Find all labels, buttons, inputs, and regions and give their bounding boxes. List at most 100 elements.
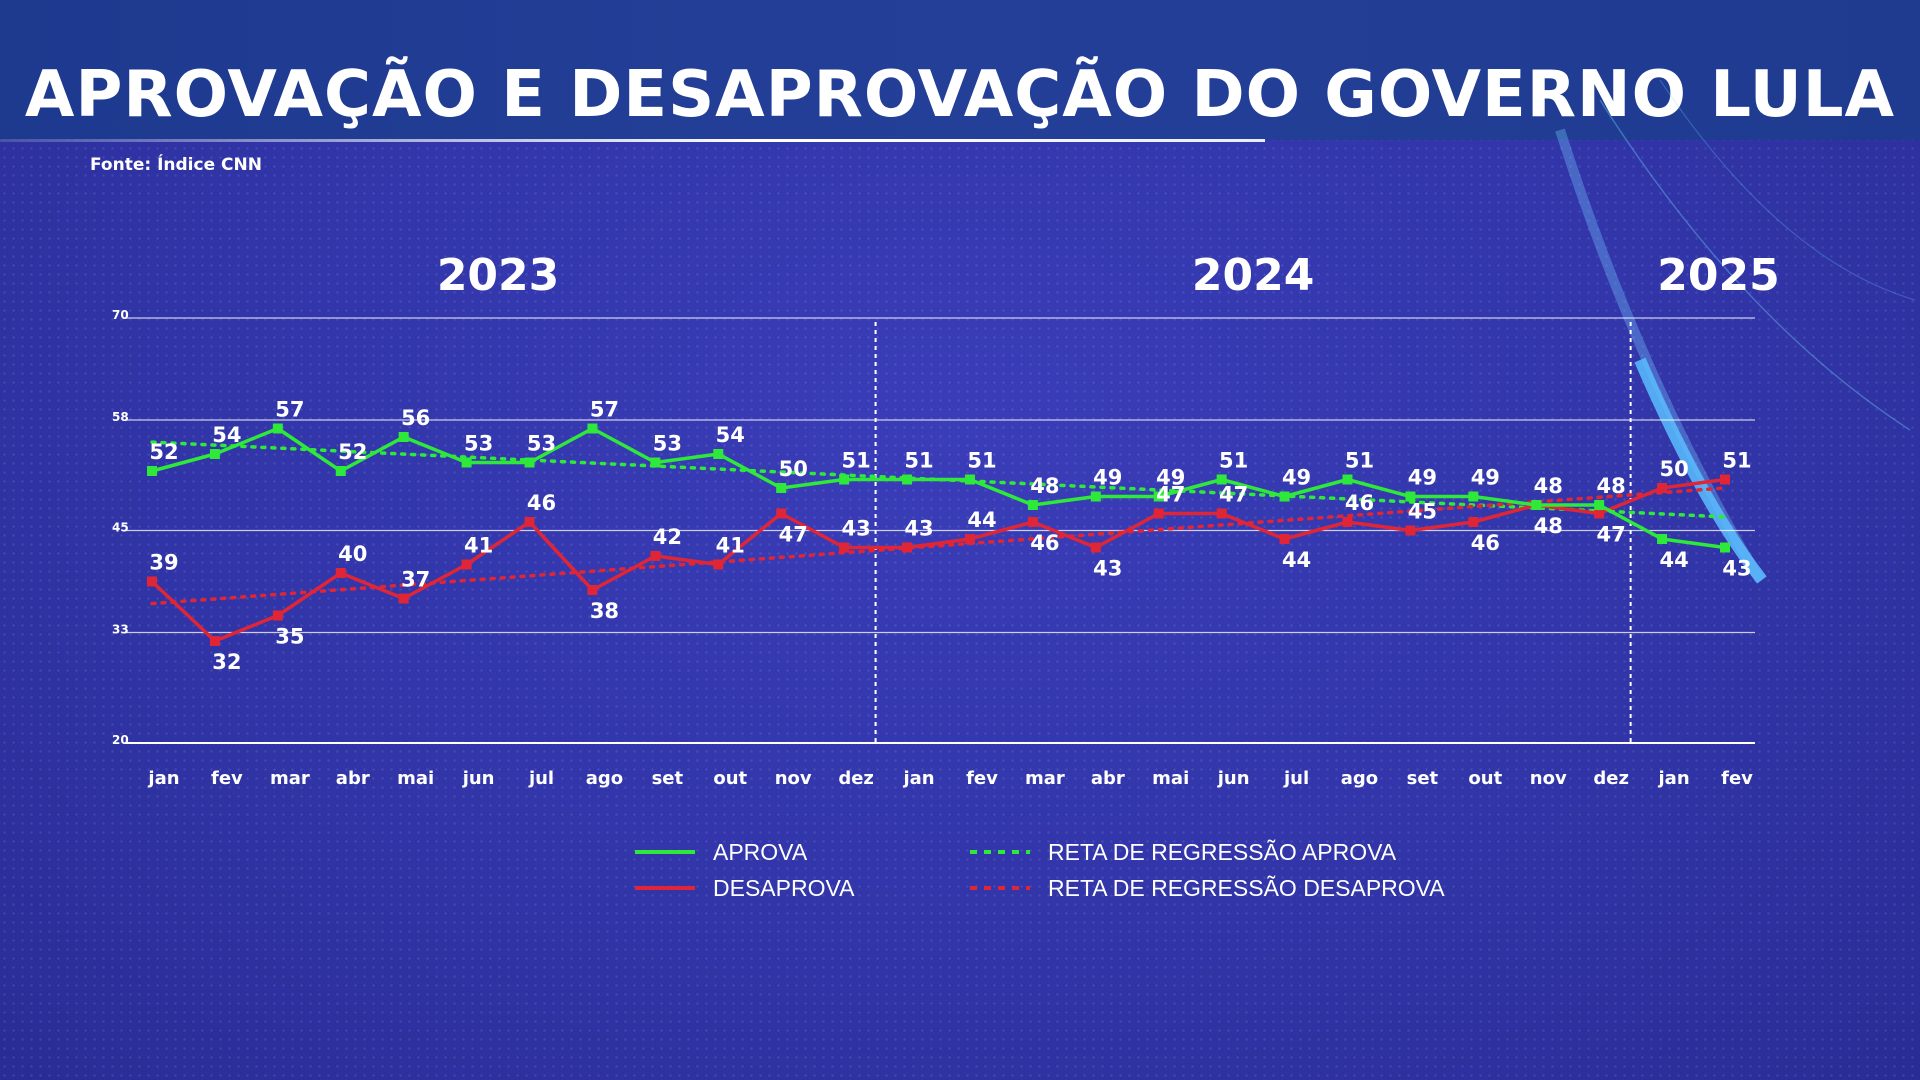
series-line-aprova bbox=[151, 426, 1726, 550]
data-label-desaprova: 44 bbox=[967, 508, 996, 532]
decorative-arcs bbox=[1555, 79, 1916, 584]
point-desaprova bbox=[650, 551, 661, 561]
data-label-desaprova: 46 bbox=[1471, 531, 1500, 555]
point-desaprova bbox=[1720, 474, 1730, 485]
data-label-aprova: 51 bbox=[1219, 449, 1248, 473]
y-tick-label: 20 bbox=[112, 733, 129, 747]
x-tick-label: jan bbox=[1658, 768, 1690, 789]
point-desaprova bbox=[209, 636, 220, 646]
x-tick-label: dez bbox=[838, 768, 874, 789]
point-desaprova bbox=[1279, 534, 1290, 544]
data-label-aprova: 56 bbox=[401, 406, 430, 430]
point-desaprova bbox=[272, 610, 283, 621]
series-lines bbox=[147, 423, 1730, 646]
data-label-aprova: 57 bbox=[590, 398, 619, 422]
point-desaprova bbox=[524, 517, 535, 527]
data-label-aprova: 57 bbox=[275, 398, 304, 422]
point-desaprova bbox=[1468, 517, 1479, 527]
data-label-aprova: 52 bbox=[149, 440, 178, 464]
point-desaprova bbox=[964, 534, 975, 544]
grid bbox=[125, 317, 1755, 744]
x-tick-label: abr bbox=[336, 768, 370, 789]
data-label-desaprova: 43 bbox=[842, 517, 871, 541]
legend: APROVA DESAPROVA RETA DE REGRESSÃO APROVA R… bbox=[635, 839, 1445, 901]
data-label-aprova: 48 bbox=[1534, 474, 1563, 498]
data-label-desaprova: 45 bbox=[1408, 500, 1437, 524]
data-label-aprova: 48 bbox=[1597, 474, 1626, 498]
x-tick-label: jul bbox=[528, 768, 554, 789]
x-tick-label: mai bbox=[1152, 768, 1189, 789]
data-label-desaprova: 46 bbox=[527, 491, 556, 515]
header-rule bbox=[0, 139, 1265, 142]
data-label-aprova: 53 bbox=[653, 432, 682, 456]
data-label-desaprova: 47 bbox=[1597, 523, 1626, 547]
y-tick-label: 58 bbox=[112, 410, 129, 424]
x-tick-label: nov bbox=[1530, 768, 1567, 789]
data-label-desaprova: 43 bbox=[904, 517, 933, 541]
x-tick-label: abr bbox=[1091, 768, 1125, 789]
series-line-desaprova bbox=[150, 477, 1726, 643]
data-label-aprova: 51 bbox=[967, 449, 996, 473]
point-aprova bbox=[398, 432, 409, 442]
point-aprova bbox=[902, 474, 913, 485]
point-aprova bbox=[839, 474, 850, 485]
data-label-aprova: 49 bbox=[1156, 466, 1185, 490]
x-tick-label: out bbox=[1468, 768, 1502, 789]
point-aprova bbox=[1468, 491, 1479, 502]
y-tick-label: 70 bbox=[112, 308, 129, 322]
point-desaprova bbox=[461, 559, 472, 570]
point-desaprova bbox=[1216, 508, 1227, 519]
point-aprova bbox=[713, 449, 724, 459]
x-tick-label: dez bbox=[1593, 768, 1629, 789]
point-desaprova bbox=[1027, 517, 1038, 527]
data-label-desaprova: 47 bbox=[1219, 483, 1248, 507]
point-aprova bbox=[964, 474, 975, 485]
point-aprova bbox=[335, 466, 346, 476]
point-desaprova bbox=[1342, 517, 1353, 527]
data-label-aprova: 49 bbox=[1471, 466, 1500, 490]
data-label-aprova: 50 bbox=[779, 457, 808, 481]
x-tick-label: fev bbox=[1721, 768, 1753, 789]
x-axis-ticks: jan fev mar abr mai jun jul ago set out nov dez jan f… bbox=[147, 768, 1753, 789]
data-label-desaprova: 41 bbox=[464, 534, 493, 558]
point-aprova bbox=[1720, 542, 1730, 553]
x-tick-label: jun bbox=[462, 768, 495, 789]
point-aprova bbox=[524, 457, 535, 468]
regression-line-desaprova bbox=[150, 486, 1727, 606]
point-desaprova bbox=[1405, 525, 1416, 536]
x-tick-label: jul bbox=[1283, 768, 1309, 789]
regression-lines bbox=[150, 440, 1727, 606]
point-desaprova bbox=[713, 559, 724, 570]
y-tick-label: 45 bbox=[112, 521, 129, 535]
data-label-aprova: 48 bbox=[1030, 474, 1059, 498]
point-aprova bbox=[650, 457, 661, 468]
x-tick-label: out bbox=[713, 768, 747, 789]
point-aprova bbox=[1027, 500, 1038, 510]
point-aprova bbox=[1657, 534, 1668, 544]
point-aprova bbox=[776, 483, 787, 493]
point-desaprova bbox=[776, 508, 787, 519]
source-note: Fonte: Índice CNN bbox=[90, 155, 262, 175]
year-label: 2025 bbox=[1657, 250, 1779, 301]
data-label-desaprova: 38 bbox=[590, 599, 619, 623]
point-aprova bbox=[1531, 500, 1542, 510]
data-label-desaprova: 50 bbox=[1659, 457, 1688, 481]
data-label-desaprova: 39 bbox=[149, 551, 178, 575]
data-label-desaprova: 44 bbox=[1282, 548, 1311, 572]
data-label-aprova: 54 bbox=[716, 423, 745, 447]
data-label-aprova: 51 bbox=[842, 449, 871, 473]
data-label-aprova: 44 bbox=[1659, 548, 1688, 572]
point-aprova bbox=[147, 466, 157, 476]
point-desaprova bbox=[398, 593, 409, 604]
year-dividers bbox=[874, 322, 1632, 745]
point-aprova bbox=[1090, 491, 1101, 502]
data-label-aprova: 54 bbox=[212, 423, 241, 447]
data-label-aprova: 49 bbox=[1282, 466, 1311, 490]
data-label-desaprova: 40 bbox=[338, 542, 367, 566]
x-tick-label: jan bbox=[902, 768, 934, 789]
data-label-aprova: 53 bbox=[464, 432, 493, 456]
data-label-desaprova: 47 bbox=[1156, 483, 1185, 507]
x-tick-label: fev bbox=[966, 768, 998, 789]
data-labels: 52 54 57 52 56 53 53 57 53 54 50 51 51 51 48 49 49 51 49 51… bbox=[149, 398, 1751, 675]
